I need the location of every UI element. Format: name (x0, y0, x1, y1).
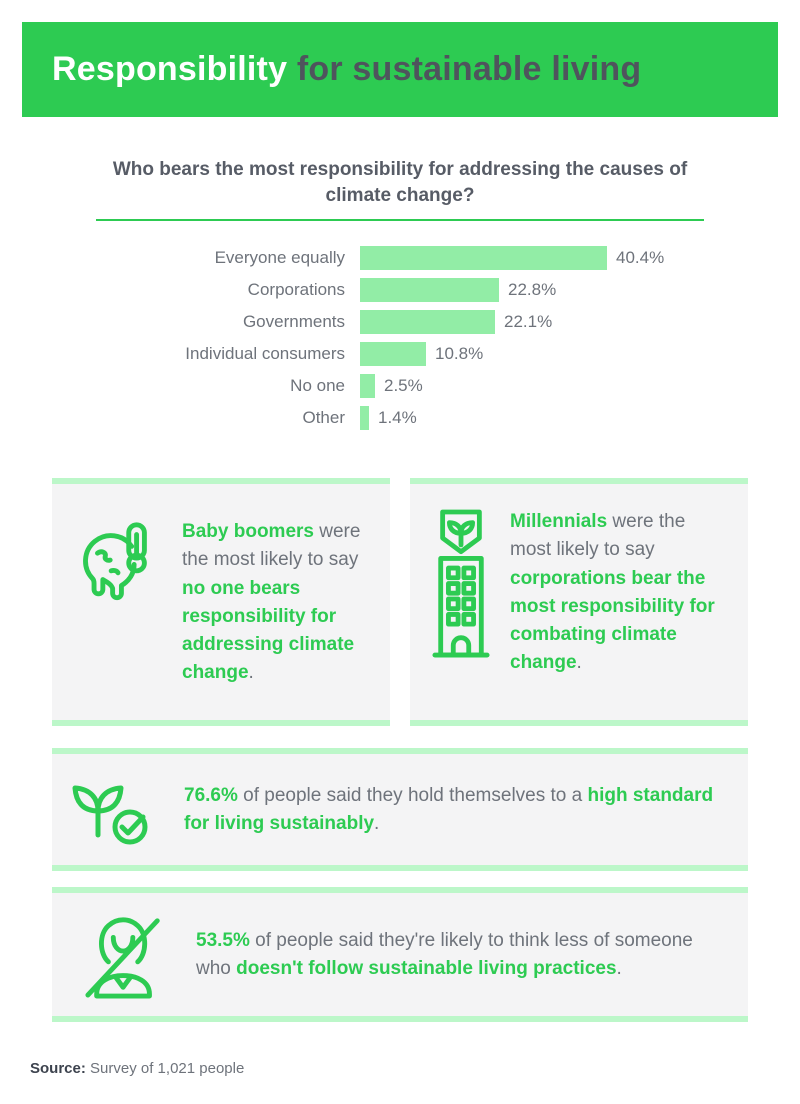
bar (360, 310, 495, 335)
text-segment: . (576, 651, 582, 673)
chart-row: Other 1.4% (140, 406, 800, 431)
chart-row: No one 2.5% (140, 374, 800, 399)
chart-section: Who bears the most responsibility for ad… (0, 157, 800, 431)
source-note: Source: Survey of 1,021 people (30, 1060, 244, 1077)
bar-category-label: Corporations (247, 280, 345, 300)
text-segment: . (374, 812, 380, 834)
bar-category-label: Other (302, 408, 345, 428)
building-sprout-icon (432, 508, 490, 696)
bar (360, 278, 499, 303)
card-text: 53.5% of people said they're likely to t… (196, 927, 720, 983)
text-segment: of people said they're likely to think l… (196, 929, 693, 979)
chart-title-underline (96, 219, 704, 222)
bar-value-label: 10.8% (435, 344, 484, 364)
text-segment: . (616, 957, 622, 979)
bar-chart: Everyone equally 40.4% Corporations 22.8… (140, 246, 800, 431)
chart-row: Everyone equally 40.4% (140, 246, 800, 271)
chart-row: Individual consumers 10.8% (140, 342, 800, 367)
card-text: 76.6% of people said they hold themselve… (184, 782, 720, 838)
bar-value-label: 22.8% (508, 280, 557, 300)
source-label: Source: (30, 1060, 86, 1077)
plant-check-icon (68, 770, 158, 850)
chart-title: Who bears the most responsibility for ad… (112, 159, 688, 206)
title-banner: Responsibility for sustainable living (22, 22, 778, 117)
bar-value-label: 40.4% (616, 248, 665, 268)
source-text: Survey of 1,021 people (85, 1060, 245, 1077)
card-text: Baby boomers were the most likely to say… (182, 518, 370, 696)
card-baby-boomers: Baby boomers were the most likely to say… (52, 478, 390, 727)
text-segment: Millennials (510, 511, 608, 533)
bar (360, 246, 607, 271)
text-segment: no one bears responsibility for addressi… (182, 577, 355, 683)
bar-category-label: No one (290, 376, 345, 396)
card-high-standard: 76.6% of people said they hold themselve… (52, 748, 748, 872)
bar-category-label: Governments (242, 312, 345, 332)
text-segment: . (248, 661, 254, 683)
bar (360, 406, 369, 431)
page-title-rest: for sustainable living (287, 50, 642, 88)
chart-row: Governments 22.1% (140, 310, 800, 335)
bar-value-label: 22.1% (504, 312, 553, 332)
text-segment: 76.6% (184, 784, 238, 806)
text-segment: corporations bear the most responsibilit… (510, 567, 715, 673)
card-text: Millennials were the most likely to say … (510, 508, 728, 696)
melting-earth-thermometer-icon (74, 518, 162, 696)
page-title: Responsibility for sustainable living (52, 50, 641, 89)
stat-cards-row: Baby boomers were the most likely to say… (52, 478, 748, 727)
text-segment: high standard for living sustainably (184, 784, 714, 834)
bar-category-label: Individual consumers (185, 344, 345, 364)
text-segment: of people said they hold themselves to a (237, 784, 588, 806)
chart-row: Corporations 22.8% (140, 278, 800, 303)
card-think-less: 53.5% of people said they're likely to t… (52, 887, 748, 1023)
bar-category-label: Everyone equally (214, 248, 345, 268)
card-millennials: Millennials were the most likely to say … (410, 478, 748, 727)
text-segment: doesn't follow sustainable living practi… (236, 957, 617, 979)
person-slash-icon (82, 907, 170, 1002)
bar-value-label: 2.5% (384, 376, 423, 396)
text-segment: were the most likely to say (510, 511, 686, 561)
bar (360, 374, 375, 399)
text-segment: 53.5% (196, 929, 250, 951)
text-segment: Baby boomers (182, 521, 314, 543)
bar-value-label: 1.4% (378, 408, 417, 428)
text-segment: were the most likely to say (182, 521, 361, 571)
bar (360, 342, 426, 367)
page-title-highlight: Responsibility (52, 50, 288, 88)
